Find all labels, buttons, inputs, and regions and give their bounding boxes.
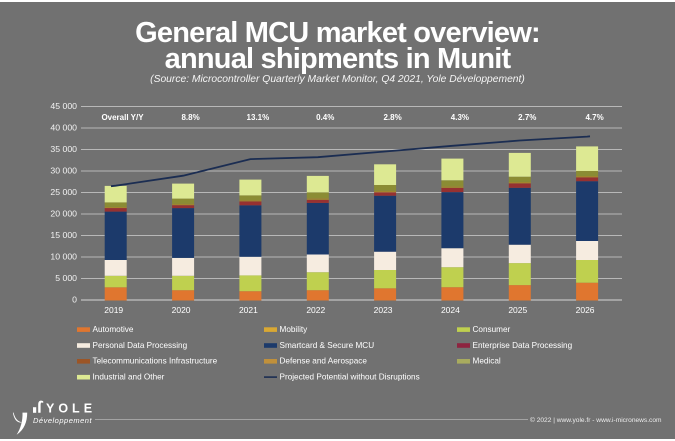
svg-text:Automotive: Automotive	[93, 325, 134, 334]
svg-text:2021: 2021	[239, 305, 258, 315]
svg-text:Overall Y/Y: Overall Y/Y	[101, 113, 144, 122]
svg-text:0: 0	[72, 295, 77, 305]
svg-text:Développement: Développement	[33, 416, 92, 425]
svg-text:Telecommunications Infrastruct: Telecommunications Infrastructure	[93, 357, 218, 366]
svg-text:2026: 2026	[576, 305, 595, 315]
svg-text:45 000: 45 000	[50, 101, 77, 111]
svg-text:15 000: 15 000	[50, 230, 77, 240]
svg-text:35 000: 35 000	[50, 144, 77, 154]
svg-text:8.8%: 8.8%	[181, 113, 199, 122]
svg-text:2023: 2023	[374, 305, 393, 315]
svg-text:Defense and Aerospace: Defense and Aerospace	[280, 357, 368, 366]
svg-text:Consumer: Consumer	[473, 325, 511, 334]
svg-text:Mobility: Mobility	[280, 325, 309, 334]
svg-text:5 000: 5 000	[55, 273, 77, 283]
svg-text:4.3%: 4.3%	[451, 113, 469, 122]
svg-text:25 000: 25 000	[50, 187, 77, 197]
svg-text:Industrial and Other: Industrial and Other	[93, 373, 165, 382]
svg-text:20 000: 20 000	[50, 209, 77, 219]
svg-text:2024: 2024	[441, 305, 460, 315]
svg-text:Personal Data Processing: Personal Data Processing	[93, 341, 188, 350]
svg-text:13.1%: 13.1%	[247, 113, 270, 122]
svg-text:2.7%: 2.7%	[518, 113, 536, 122]
svg-text:Medical: Medical	[473, 357, 501, 366]
svg-text:2022: 2022	[306, 305, 325, 315]
svg-text:Projected Potential without Di: Projected Potential without Disruptions	[280, 373, 420, 382]
svg-text:Smartcard & Secure MCU: Smartcard & Secure MCU	[280, 341, 375, 350]
svg-text:30 000: 30 000	[50, 166, 77, 176]
svg-text:10 000: 10 000	[50, 252, 77, 262]
svg-text:Enterprise Data Processing: Enterprise Data Processing	[473, 341, 573, 350]
svg-text:© 2022 | www.yole.fr - www.i: © 2022 | www.yole.fr - www.i-micronews.c…	[530, 416, 662, 424]
svg-text:40 000: 40 000	[50, 123, 77, 133]
svg-text:0.4%: 0.4%	[316, 113, 334, 122]
svg-text:YOLE: YOLE	[46, 402, 96, 416]
svg-text:2.8%: 2.8%	[383, 113, 401, 122]
svg-text:4.7%: 4.7%	[585, 113, 603, 122]
svg-text:2019: 2019	[104, 305, 123, 315]
svg-text:2025: 2025	[508, 305, 527, 315]
svg-text:2020: 2020	[172, 305, 191, 315]
